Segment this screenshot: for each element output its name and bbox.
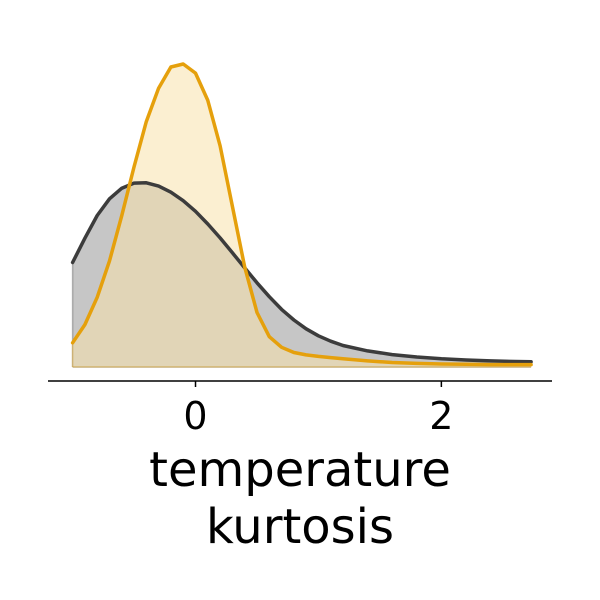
x-tick-label: 0 xyxy=(183,394,207,438)
x-axis-label-line: kurtosis xyxy=(206,499,394,555)
x-axis-label: temperature kurtosis xyxy=(149,442,451,555)
density-areas xyxy=(71,64,532,368)
x-axis-label-line: temperature xyxy=(149,442,451,498)
density-lines xyxy=(70,62,533,367)
density-line-series-0 xyxy=(70,181,533,364)
density-area-series-1 xyxy=(72,64,532,367)
density-line-series-1 xyxy=(70,62,533,367)
x-tick-label: 2 xyxy=(429,394,453,438)
